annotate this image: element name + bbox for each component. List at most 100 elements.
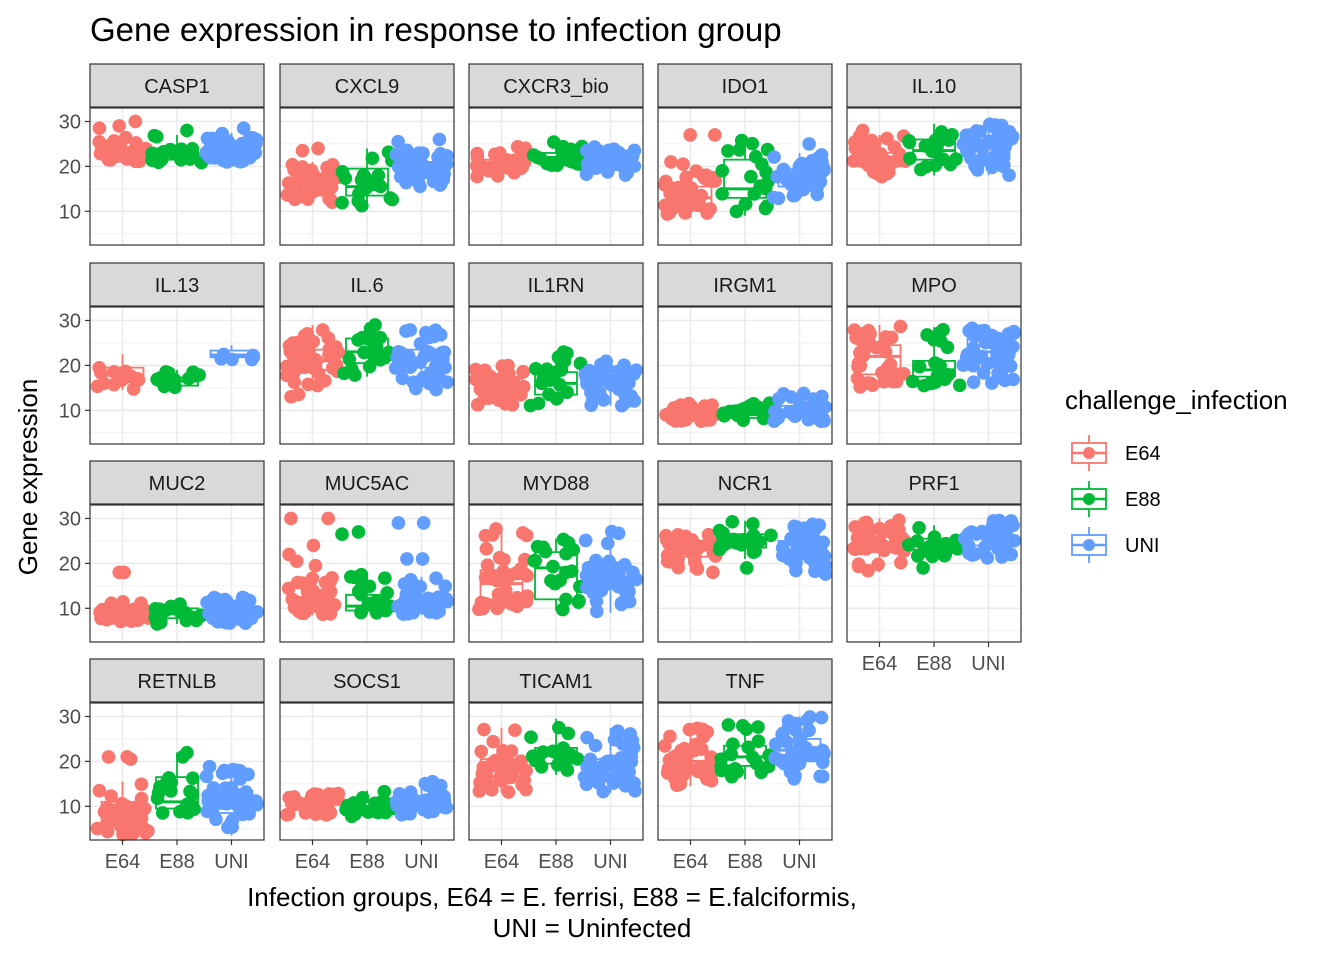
legend-label: E64 — [1125, 443, 1161, 465]
data-point — [775, 541, 790, 555]
data-point — [960, 144, 974, 159]
box-e88 — [145, 123, 209, 170]
data-point — [293, 350, 307, 365]
box-uni — [579, 140, 642, 182]
data-point — [596, 393, 611, 407]
facet-mpo: MPO — [846, 262, 1022, 445]
data-point — [533, 151, 548, 166]
data-point — [603, 159, 617, 174]
data-point — [308, 558, 323, 573]
data-point — [335, 164, 350, 179]
box-e88 — [715, 133, 775, 219]
data-point — [371, 168, 386, 183]
data-point — [729, 204, 744, 219]
box-uni — [768, 710, 831, 786]
y-tick-label: 30 — [59, 310, 81, 332]
data-point — [562, 148, 577, 163]
data-point — [950, 541, 965, 556]
data-point — [362, 359, 377, 374]
box-uni — [957, 513, 1022, 565]
panel-border — [468, 306, 644, 445]
data-point — [392, 787, 407, 801]
box-e88 — [150, 745, 202, 820]
strip-label: RETNLB — [138, 671, 217, 693]
data-point — [803, 710, 817, 724]
strip-box — [279, 658, 455, 703]
data-point — [433, 360, 447, 375]
data-point — [434, 345, 449, 360]
data-point — [578, 533, 593, 548]
data-point — [848, 141, 863, 156]
strip-box — [468, 63, 644, 108]
panel-border — [657, 504, 833, 643]
data-point — [308, 360, 323, 374]
data-point — [987, 525, 1001, 540]
data-point — [391, 599, 405, 614]
strip-label: IL.6 — [350, 275, 383, 297]
data-point — [476, 776, 491, 790]
strip-label: MUC5AC — [325, 473, 409, 495]
data-point — [212, 142, 226, 156]
data-point — [980, 356, 995, 371]
y-tick-label: 10 — [59, 400, 81, 422]
data-point — [503, 391, 518, 405]
data-point — [400, 143, 414, 158]
data-point — [864, 133, 879, 148]
chart-title: Gene expression in response to infection… — [90, 11, 782, 48]
data-point — [622, 594, 637, 609]
data-point — [242, 807, 256, 821]
data-point — [998, 538, 1012, 553]
strip-label: MYD88 — [523, 473, 590, 495]
data-point — [815, 389, 829, 404]
box-e64 — [472, 722, 533, 799]
panel-border — [468, 107, 644, 246]
strip-label: MUC2 — [149, 473, 206, 495]
data-point — [866, 165, 881, 179]
data-point — [112, 119, 126, 133]
data-point — [781, 714, 796, 728]
data-point — [725, 737, 740, 752]
data-point — [280, 188, 295, 202]
data-point — [180, 797, 194, 812]
data-point — [210, 592, 225, 607]
data-point — [777, 756, 791, 771]
strip-box — [89, 460, 265, 505]
facet-tnf: TNF E64 E88 UNI — [657, 658, 833, 873]
y-tick-label: 30 — [59, 508, 81, 530]
data-point — [153, 371, 167, 385]
data-point — [552, 377, 567, 392]
data-point — [903, 151, 917, 166]
data-point — [902, 135, 917, 150]
x-tick-label: UNI — [971, 653, 1005, 675]
data-point — [432, 370, 447, 385]
facet-cxcr3-bio: CXCR3_bio — [468, 63, 644, 246]
box-uni — [956, 321, 1021, 390]
data-point — [174, 604, 189, 618]
strip-label: MPO — [911, 275, 957, 297]
data-point — [435, 172, 449, 186]
data-point — [118, 799, 133, 813]
data-point — [715, 187, 729, 201]
box-e64 — [90, 750, 155, 842]
data-point — [701, 527, 716, 542]
data-point — [145, 153, 160, 168]
data-point — [878, 344, 893, 359]
x-tick-label: E88 — [727, 851, 763, 873]
strip-box — [468, 262, 644, 307]
y-tick-label: 10 — [59, 598, 81, 620]
data-point — [549, 365, 563, 380]
y-tick-label: 20 — [59, 751, 81, 773]
data-point — [966, 375, 981, 389]
box-uni — [767, 386, 833, 428]
box-uni — [388, 323, 455, 397]
data-point — [90, 821, 105, 836]
data-point — [739, 561, 754, 575]
box-e88 — [527, 532, 587, 617]
data-point — [438, 579, 453, 594]
strip-label: CXCL9 — [335, 76, 399, 98]
box-e64 — [659, 396, 722, 428]
data-point — [491, 386, 506, 400]
data-point — [431, 150, 445, 164]
data-point — [546, 135, 561, 149]
data-point — [183, 152, 198, 166]
